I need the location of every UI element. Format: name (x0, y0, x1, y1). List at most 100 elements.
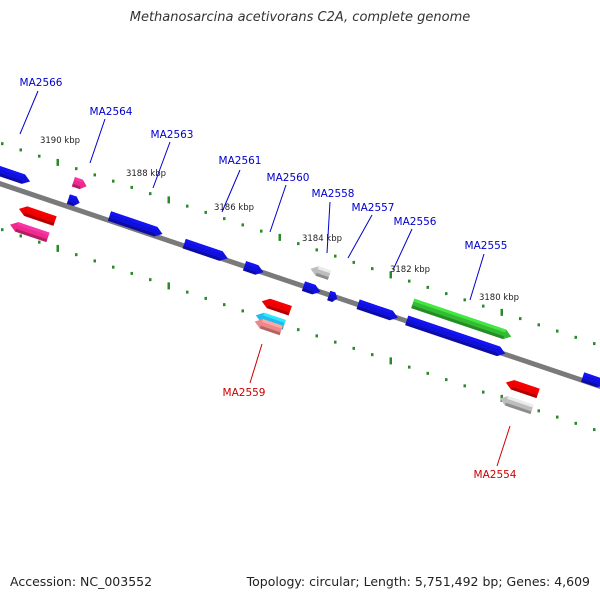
lower-tick (408, 365, 411, 369)
gene-label[interactable]: MA2566 (20, 77, 63, 89)
scale-label: 3180 kbp (479, 293, 519, 303)
scale-labels: 3190 kbp 3188 kbp 3186 kbp 3184 kbp 3182 kbp… (40, 136, 519, 303)
upper-tick (56, 158, 59, 166)
upper-tick (278, 233, 281, 241)
lower-tick (93, 259, 96, 263)
upper-tick (593, 342, 596, 346)
leader-line (152, 141, 171, 189)
lower-tick (315, 334, 318, 338)
upper-tick (112, 179, 115, 183)
lower-tick (38, 240, 41, 244)
gene-label[interactable]: MA2559 (223, 387, 266, 399)
upper-tick (315, 248, 318, 252)
leader-line (19, 90, 39, 135)
upper-tick (556, 329, 559, 333)
gene-arrow (499, 396, 534, 415)
scale-label: 3186 kbp (214, 203, 254, 213)
gene-arrow (301, 281, 321, 295)
lower-tick (593, 428, 596, 432)
upper-tick (260, 229, 263, 233)
lower-tick (371, 353, 374, 357)
lower-tick (19, 234, 22, 238)
leader-line (496, 425, 511, 467)
gene-arrow (182, 238, 228, 261)
upper-tick-track (1, 142, 596, 346)
upper-tick (574, 335, 577, 339)
gene-label[interactable]: MA2556 (394, 216, 437, 228)
leader-line (89, 118, 106, 164)
gene-label[interactable]: MA2563 (151, 129, 194, 141)
upper-tick (38, 154, 41, 158)
gene-arrow (242, 261, 264, 275)
gene-arrow (327, 290, 338, 303)
gene-arrow (0, 165, 31, 184)
upper-tick (537, 323, 540, 327)
upper-tick (204, 210, 207, 214)
lower-tick (556, 415, 559, 419)
gene-arrow (581, 372, 600, 388)
upper-tick (389, 271, 392, 279)
leader-line (326, 201, 331, 254)
lower-tick (352, 346, 355, 350)
gene-features (0, 165, 600, 415)
gene-label[interactable]: MA2564 (90, 106, 133, 118)
upper-tick (149, 192, 152, 196)
gene-arrow (356, 299, 398, 321)
lower-tick (334, 340, 337, 344)
lower-tick (445, 378, 448, 382)
upper-tick (445, 292, 448, 296)
lower-tick (426, 371, 429, 375)
gene-label[interactable]: MA2560 (267, 172, 310, 184)
upper-tick (334, 254, 337, 258)
scale-label: 3184 kbp (302, 234, 342, 244)
gene-arrow (505, 380, 540, 399)
lower-tick (223, 303, 226, 307)
gene-arrow (310, 266, 332, 280)
leader-line (469, 253, 485, 301)
accession-text: Accession: NC_003552 (10, 574, 153, 589)
leader-line (269, 184, 287, 233)
gene-arrow (254, 319, 283, 336)
scale-label: 3190 kbp (40, 136, 80, 146)
map-title: Methanosarcina acetivorans C2A, complete… (129, 10, 471, 25)
leader-line (221, 169, 241, 213)
gene-label[interactable]: MA2554 (474, 469, 517, 481)
gene-label[interactable]: MA2555 (465, 240, 508, 252)
upper-tick (371, 267, 374, 271)
lower-tick (75, 253, 78, 257)
lower-tick (130, 271, 133, 275)
lower-tick (241, 309, 244, 313)
label-leader-lines (19, 90, 511, 467)
scale-label: 3188 kbp (126, 169, 166, 179)
upper-tick (408, 279, 411, 283)
leader-line (347, 214, 373, 259)
gene-arrow (71, 177, 87, 190)
genome-summary-text: Topology: circular; Length: 5,751,492 bp… (246, 574, 590, 589)
lower-tick (537, 409, 540, 413)
gene-arrow (10, 222, 50, 243)
upper-tick (93, 173, 96, 177)
lower-tick (1, 228, 4, 232)
leader-line (392, 228, 413, 271)
gene-arrow (18, 206, 57, 226)
gene-label[interactable]: MA2561 (219, 155, 262, 167)
gene-arrow (107, 211, 163, 237)
upper-tick (463, 298, 466, 302)
upper-tick (426, 285, 429, 289)
upper-tick (223, 217, 226, 221)
lower-tick (56, 244, 59, 252)
scale-label: 3182 kbp (390, 265, 430, 275)
upper-tick (75, 167, 78, 171)
lower-tick (574, 421, 577, 425)
lower-tick (463, 384, 466, 388)
upper-tick (1, 142, 4, 146)
gene-arrow (261, 298, 292, 316)
gene-label[interactable]: MA2558 (312, 188, 355, 200)
gene-label[interactable]: MA2557 (352, 202, 395, 214)
gene-arrow (411, 298, 512, 340)
lower-tick (186, 290, 189, 294)
lower-tick (297, 328, 300, 332)
genome-backbone (0, 181, 600, 389)
